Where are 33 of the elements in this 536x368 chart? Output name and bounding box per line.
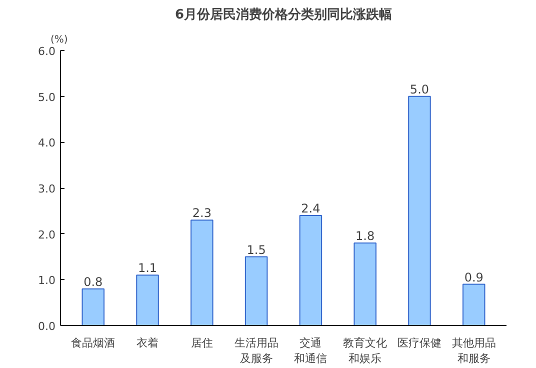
- x-tick-label: 教育文化和娱乐: [343, 336, 388, 366]
- bar: [244, 256, 268, 326]
- data-label: 5.0: [410, 82, 430, 96]
- bar: [462, 284, 486, 326]
- y-tick-label: 4.0: [38, 136, 56, 150]
- data-label: 1.8: [356, 229, 375, 243]
- y-axis-title: (%): [50, 34, 68, 46]
- y-tick-label: 3.0: [38, 182, 56, 196]
- y-tick-label: 2.0: [38, 228, 56, 242]
- x-tick-label: 生活用品及服务: [234, 336, 278, 366]
- x-tick-label: 医疗保健: [397, 336, 442, 350]
- data-label: 2.3: [192, 206, 212, 220]
- x-tick-label: 衣着: [136, 336, 159, 350]
- chart-title: 6月份居民消费价格分类别同比涨跌幅: [174, 8, 392, 22]
- y-tick-label: 6.0: [38, 45, 56, 58]
- y-tick-label: 5.0: [38, 90, 56, 104]
- bar: [82, 288, 105, 326]
- x-tick-label: 交通和通信: [294, 336, 328, 366]
- bar: [299, 215, 322, 326]
- data-label: 2.4: [301, 202, 320, 216]
- data-label: 1.1: [138, 261, 158, 276]
- bar: [136, 274, 159, 326]
- bar: [408, 96, 431, 326]
- y-tick-label: 0.0: [38, 320, 56, 333]
- x-tick-label: 其他用品和服务: [452, 336, 496, 366]
- x-tick-label: 居住: [190, 336, 213, 350]
- x-tick-label: 食品烟酒: [71, 336, 116, 350]
- bar: [190, 220, 214, 326]
- y-tick-label: 1.0: [38, 274, 56, 288]
- data-label: 1.5: [246, 242, 266, 257]
- bar: [354, 242, 376, 326]
- data-label: 0.9: [464, 270, 484, 284]
- data-label: 0.8: [84, 274, 103, 289]
